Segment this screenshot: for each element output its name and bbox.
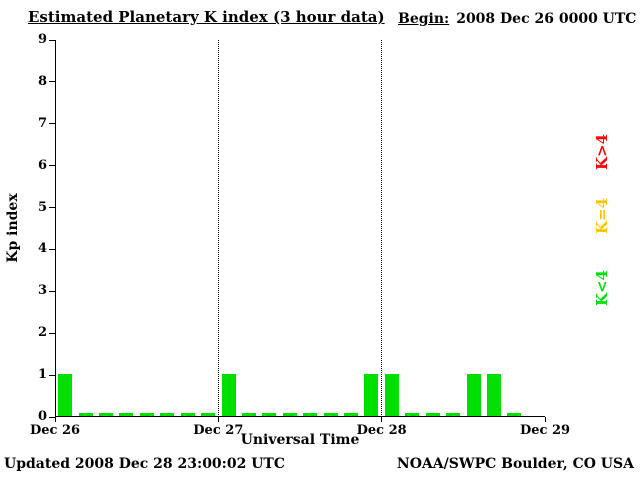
y-axis-tick-label: 4 — [37, 241, 47, 257]
y-axis-tick — [49, 416, 55, 418]
page-title: Estimated Planetary K index (3 hour data… — [28, 8, 385, 26]
kp-zero-bar — [201, 413, 216, 416]
y-axis-tick-label: 9 — [37, 32, 47, 47]
kp-bar — [486, 374, 501, 416]
y-axis-tick-label: 5 — [37, 199, 47, 215]
x-axis-tick — [544, 417, 546, 422]
kp-zero-bar — [446, 413, 461, 416]
y-axis-label: Kp index — [5, 193, 21, 263]
kp-bar — [384, 374, 399, 416]
legend-item: K>4 — [593, 133, 611, 171]
x-axis-tick — [381, 417, 383, 422]
y-axis-tick — [49, 207, 55, 209]
kp-bar — [221, 374, 236, 416]
kp-zero-bar — [405, 413, 420, 416]
y-axis-tick-label: 6 — [37, 157, 47, 173]
kp-zero-bar — [303, 413, 318, 416]
kp-zero-bar — [282, 413, 297, 416]
y-axis-tick — [49, 332, 55, 334]
y-axis-line — [55, 40, 56, 417]
y-axis-tick-label: 7 — [37, 115, 47, 131]
kp-zero-bar — [139, 413, 154, 416]
kp-bar — [58, 374, 73, 416]
kp-zero-bar — [344, 413, 359, 416]
x-axis-label: Universal Time — [240, 432, 360, 448]
y-axis-tick — [49, 123, 55, 125]
x-axis-tick-label: Dec 27 — [193, 423, 244, 438]
kp-zero-bar — [262, 413, 277, 416]
day-gridline — [381, 40, 383, 417]
kp-zero-bar — [241, 413, 256, 416]
credit-text: NOAA/SWPC Boulder, CO USA — [396, 456, 634, 472]
y-axis-tick — [49, 165, 55, 167]
kp-zero-bar — [425, 413, 440, 416]
y-axis-tick — [49, 248, 55, 250]
kp-bar — [466, 374, 481, 416]
x-axis-tick — [217, 417, 219, 422]
updated-timestamp: Updated 2008 Dec 28 23:00:02 UTC — [4, 456, 285, 472]
begin-label: Begin: — [398, 11, 450, 27]
y-axis-tick-label: 3 — [37, 283, 47, 299]
x-axis-line — [55, 416, 545, 417]
x-axis-tick-label: Dec 29 — [519, 423, 571, 438]
y-axis-tick-label: 8 — [37, 73, 47, 89]
plot-area: 0 1 2 3 4 5 6 7 8 9 Dec 26 Dec 27 Dec 28 Dec 29 — [30, 32, 570, 438]
y-axis-tick-label: 0 — [37, 409, 47, 424]
kp-zero-bar — [507, 413, 522, 416]
kp-zero-bar — [180, 413, 195, 416]
legend-item: K=4 — [593, 197, 611, 235]
kp-zero-bar — [323, 413, 338, 416]
y-axis-tick-label: 2 — [37, 325, 47, 341]
y-axis-tick — [49, 290, 55, 292]
y-axis-tick-label: 1 — [37, 367, 47, 383]
begin-value: 2008 Dec 26 0000 UTC — [456, 11, 637, 27]
kp-zero-bar — [78, 413, 93, 416]
y-axis-tick — [49, 39, 55, 41]
legend-item: K<4 — [593, 269, 611, 307]
kp-zero-bar — [99, 413, 114, 416]
begin-line: Begin: 2008 Dec 26 0000 UTC — [398, 11, 636, 27]
kp-zero-bar — [160, 413, 175, 416]
y-axis-tick — [49, 374, 55, 376]
day-gridline — [217, 40, 219, 417]
x-axis-tick-label: Dec 26 — [29, 423, 81, 438]
x-axis-tick-label: Dec 28 — [356, 423, 407, 438]
kp-zero-bar — [119, 413, 134, 416]
x-axis-tick — [54, 417, 56, 422]
kp-bar — [364, 374, 379, 416]
y-axis-tick — [49, 81, 55, 83]
